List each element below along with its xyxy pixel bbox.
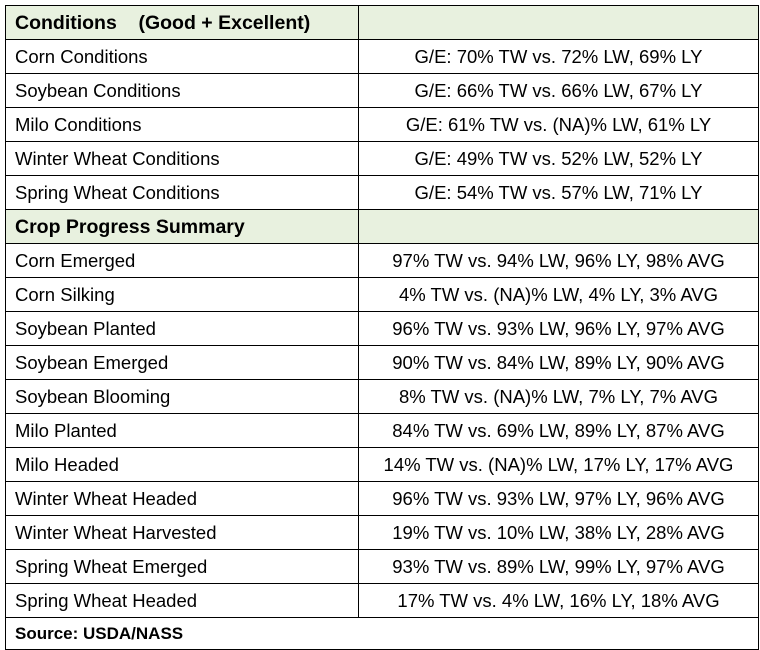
row-label: Spring Wheat Conditions [5,175,359,210]
table-row: Corn Conditions G/E: 70% TW vs. 72% LW, … [5,39,759,74]
conditions-header-row: Conditions (Good + Excellent) [5,5,759,40]
row-label: Corn Silking [5,277,359,312]
row-label: Corn Emerged [5,243,359,278]
table-row: Spring Wheat Conditions G/E: 54% TW vs. … [5,175,759,210]
progress-header-empty-cell [358,209,759,244]
row-value: 4% TW vs. (NA)% LW, 4% LY, 3% AVG [358,277,759,312]
conditions-title: Conditions (Good + Excellent) [5,5,359,40]
conditions-header-empty-cell [358,5,759,40]
row-value: G/E: 54% TW vs. 57% LW, 71% LY [358,175,759,210]
row-label: Winter Wheat Conditions [5,141,359,176]
row-value: 96% TW vs. 93% LW, 97% LY, 96% AVG [358,481,759,516]
table-row: Winter Wheat Harvested 19% TW vs. 10% LW… [5,515,759,550]
row-value: 97% TW vs. 94% LW, 96% LY, 98% AVG [358,243,759,278]
progress-header-row: Crop Progress Summary [5,209,759,244]
source-note: Source: USDA/NASS [5,617,759,650]
row-value: 90% TW vs. 84% LW, 89% LY, 90% AVG [358,345,759,380]
row-value: 19% TW vs. 10% LW, 38% LY, 28% AVG [358,515,759,550]
row-value: G/E: 61% TW vs. (NA)% LW, 61% LY [358,107,759,142]
row-value: 17% TW vs. 4% LW, 16% LY, 18% AVG [358,583,759,618]
row-value: 8% TW vs. (NA)% LW, 7% LY, 7% AVG [358,379,759,414]
table-row: Spring Wheat Headed 17% TW vs. 4% LW, 16… [5,583,759,618]
table-row: Soybean Emerged 90% TW vs. 84% LW, 89% L… [5,345,759,380]
table-row: Milo Conditions G/E: 61% TW vs. (NA)% LW… [5,107,759,142]
row-value: 84% TW vs. 69% LW, 89% LY, 87% AVG [358,413,759,448]
table-row: Milo Planted 84% TW vs. 69% LW, 89% LY, … [5,413,759,448]
table-row: Soybean Planted 96% TW vs. 93% LW, 96% L… [5,311,759,346]
crop-report-table: Conditions (Good + Excellent) Corn Condi… [5,5,759,650]
row-value: 96% TW vs. 93% LW, 96% LY, 97% AVG [358,311,759,346]
table-row: Corn Silking 4% TW vs. (NA)% LW, 4% LY, … [5,277,759,312]
progress-title: Crop Progress Summary [5,209,359,244]
table-row: Milo Headed 14% TW vs. (NA)% LW, 17% LY,… [5,447,759,482]
row-label: Soybean Conditions [5,73,359,108]
row-label: Milo Headed [5,447,359,482]
row-label: Spring Wheat Headed [5,583,359,618]
row-label: Soybean Planted [5,311,359,346]
row-label: Spring Wheat Emerged [5,549,359,584]
row-label: Winter Wheat Headed [5,481,359,516]
row-value: G/E: 66% TW vs. 66% LW, 67% LY [358,73,759,108]
source-row: Source: USDA/NASS [5,617,759,650]
table-row: Corn Emerged 97% TW vs. 94% LW, 96% LY, … [5,243,759,278]
row-label: Soybean Blooming [5,379,359,414]
row-label: Milo Planted [5,413,359,448]
row-label: Corn Conditions [5,39,359,74]
row-value: 93% TW vs. 89% LW, 99% LY, 97% AVG [358,549,759,584]
table-row: Soybean Blooming 8% TW vs. (NA)% LW, 7% … [5,379,759,414]
table-row: Soybean Conditions G/E: 66% TW vs. 66% L… [5,73,759,108]
row-label: Soybean Emerged [5,345,359,380]
row-value: G/E: 70% TW vs. 72% LW, 69% LY [358,39,759,74]
table-row: Spring Wheat Emerged 93% TW vs. 89% LW, … [5,549,759,584]
row-label: Milo Conditions [5,107,359,142]
row-value: 14% TW vs. (NA)% LW, 17% LY, 17% AVG [358,447,759,482]
table-row: Winter Wheat Headed 96% TW vs. 93% LW, 9… [5,481,759,516]
table-row: Winter Wheat Conditions G/E: 49% TW vs. … [5,141,759,176]
row-value: G/E: 49% TW vs. 52% LW, 52% LY [358,141,759,176]
row-label: Winter Wheat Harvested [5,515,359,550]
